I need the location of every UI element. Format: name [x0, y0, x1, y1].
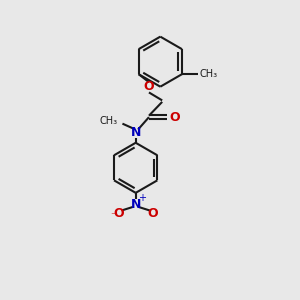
Text: O: O: [144, 80, 154, 93]
Text: N: N: [130, 126, 141, 139]
Text: O: O: [169, 111, 180, 124]
Text: CH₃: CH₃: [100, 116, 118, 126]
Text: O: O: [148, 207, 158, 220]
Text: O: O: [113, 207, 124, 220]
Text: ⁻: ⁻: [110, 211, 116, 221]
Text: CH₃: CH₃: [199, 69, 217, 79]
Text: +: +: [138, 193, 146, 202]
Text: N: N: [130, 197, 141, 211]
